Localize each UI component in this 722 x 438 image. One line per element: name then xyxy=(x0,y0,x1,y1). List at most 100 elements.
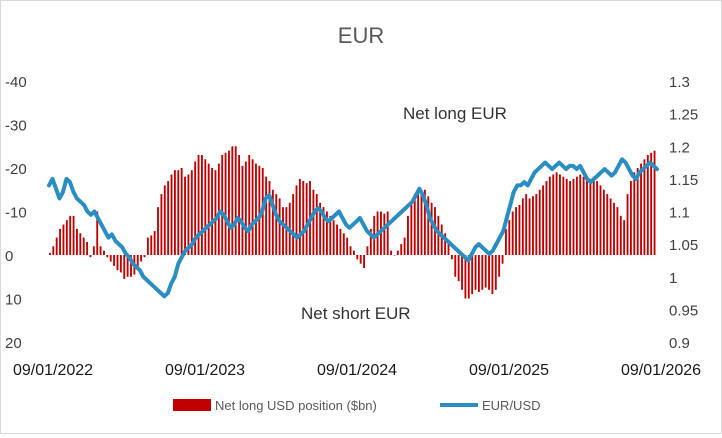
bar xyxy=(221,154,224,255)
bar xyxy=(275,194,278,255)
bar xyxy=(562,176,565,255)
bar xyxy=(109,255,112,262)
right-tick-label: 1.2 xyxy=(669,139,690,156)
bar xyxy=(319,202,322,255)
bar xyxy=(525,194,528,255)
bar xyxy=(616,207,619,255)
bar xyxy=(342,233,345,255)
left-tick-label: -10 xyxy=(5,205,27,222)
line-series-group xyxy=(47,157,659,299)
bar xyxy=(312,189,315,255)
bar xyxy=(184,176,186,255)
bar xyxy=(49,252,51,255)
bar xyxy=(366,246,369,255)
bar xyxy=(278,198,281,255)
bar xyxy=(305,183,308,255)
bar xyxy=(393,255,396,256)
bar xyxy=(440,224,443,255)
bar xyxy=(177,170,180,255)
bar xyxy=(82,237,85,255)
bar xyxy=(126,255,129,277)
eurusd-line xyxy=(47,157,659,299)
bar xyxy=(640,163,642,255)
bar xyxy=(508,220,511,255)
bar xyxy=(106,255,109,258)
bar xyxy=(457,255,460,282)
bar xyxy=(153,231,156,255)
bar xyxy=(369,228,372,255)
right-tick-label: 1.3 xyxy=(669,74,690,91)
x-tick-label: 09/01/2026 xyxy=(621,362,701,379)
bar xyxy=(592,176,595,255)
chart-title: EUR xyxy=(338,23,384,48)
bar xyxy=(76,228,78,255)
bar xyxy=(471,255,474,295)
bar xyxy=(258,165,261,255)
bar xyxy=(329,215,332,255)
bar xyxy=(552,174,555,255)
left-axis-ticks: -40 -30 -20 -10 0 10 20 xyxy=(5,74,27,352)
bar xyxy=(555,172,558,255)
bar xyxy=(251,159,254,255)
bar-series xyxy=(49,146,656,299)
bar xyxy=(359,255,362,264)
left-tick-label: 10 xyxy=(5,292,22,309)
bar xyxy=(464,255,467,299)
legend-bar-swatch xyxy=(173,399,211,411)
bar xyxy=(315,194,318,255)
x-tick-label: 09/01/2023 xyxy=(165,362,245,379)
bar xyxy=(633,172,636,255)
bar xyxy=(99,246,102,255)
bar xyxy=(157,207,159,255)
bar xyxy=(140,255,143,262)
bar xyxy=(491,255,494,295)
bar xyxy=(190,170,193,255)
bar xyxy=(271,189,274,255)
right-tick-label: 1 xyxy=(669,270,677,287)
bar xyxy=(646,154,649,255)
bar xyxy=(474,255,477,290)
bar xyxy=(248,154,251,255)
bar xyxy=(194,161,197,255)
bar xyxy=(386,211,389,255)
bar xyxy=(609,198,612,255)
bar xyxy=(437,215,440,255)
bar xyxy=(146,237,149,255)
bar xyxy=(241,165,244,255)
bar xyxy=(538,189,541,255)
bar xyxy=(295,185,298,255)
bar xyxy=(505,228,507,255)
bar xyxy=(302,181,305,255)
bar xyxy=(69,215,72,255)
bar xyxy=(559,174,561,255)
bar xyxy=(103,250,105,255)
bar xyxy=(136,255,139,269)
bar xyxy=(548,176,551,255)
bar xyxy=(96,211,99,255)
bar xyxy=(173,170,176,255)
bar xyxy=(234,146,237,255)
bar xyxy=(92,246,95,255)
x-tick-label: 09/01/2025 xyxy=(469,362,549,379)
bar xyxy=(201,154,203,255)
right-tick-label: 0.9 xyxy=(669,335,690,352)
bar xyxy=(545,181,548,255)
bar xyxy=(292,194,295,255)
bar xyxy=(626,194,629,255)
bar xyxy=(521,198,524,255)
bar xyxy=(150,235,153,255)
bar xyxy=(298,178,301,256)
bar xyxy=(123,255,126,279)
bar xyxy=(420,189,423,255)
bar xyxy=(390,250,393,255)
bar xyxy=(623,220,626,255)
bar xyxy=(228,150,230,255)
bar xyxy=(582,176,585,255)
bar xyxy=(542,185,545,255)
bar xyxy=(167,181,170,255)
bar xyxy=(163,185,166,255)
legend-line-label: EUR/USD xyxy=(482,398,541,413)
bar xyxy=(450,255,453,260)
